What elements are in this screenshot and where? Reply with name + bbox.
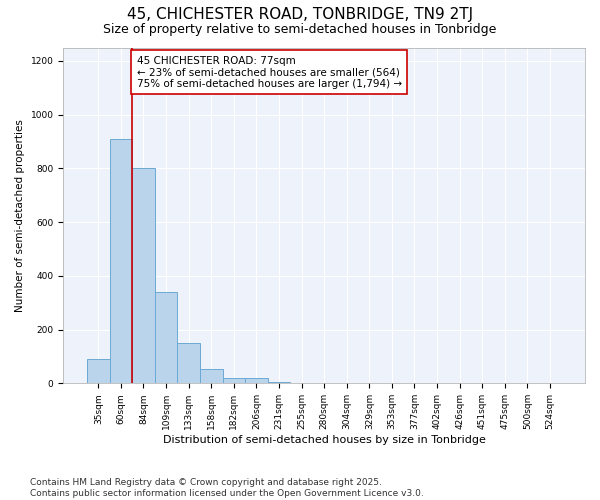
Bar — [223, 378, 245, 384]
Bar — [155, 292, 178, 384]
Bar — [178, 343, 200, 384]
Text: Size of property relative to semi-detached houses in Tonbridge: Size of property relative to semi-detach… — [103, 22, 497, 36]
Bar — [245, 378, 268, 384]
Text: 45, CHICHESTER ROAD, TONBRIDGE, TN9 2TJ: 45, CHICHESTER ROAD, TONBRIDGE, TN9 2TJ — [127, 8, 473, 22]
Text: Contains HM Land Registry data © Crown copyright and database right 2025.
Contai: Contains HM Land Registry data © Crown c… — [30, 478, 424, 498]
Text: 45 CHICHESTER ROAD: 77sqm
← 23% of semi-detached houses are smaller (564)
75% of: 45 CHICHESTER ROAD: 77sqm ← 23% of semi-… — [137, 56, 402, 89]
Bar — [200, 368, 223, 384]
Bar — [290, 383, 313, 384]
Bar — [87, 359, 110, 384]
Y-axis label: Number of semi-detached properties: Number of semi-detached properties — [15, 119, 25, 312]
Bar — [132, 168, 155, 384]
Bar — [268, 382, 290, 384]
X-axis label: Distribution of semi-detached houses by size in Tonbridge: Distribution of semi-detached houses by … — [163, 435, 485, 445]
Bar — [110, 139, 132, 384]
